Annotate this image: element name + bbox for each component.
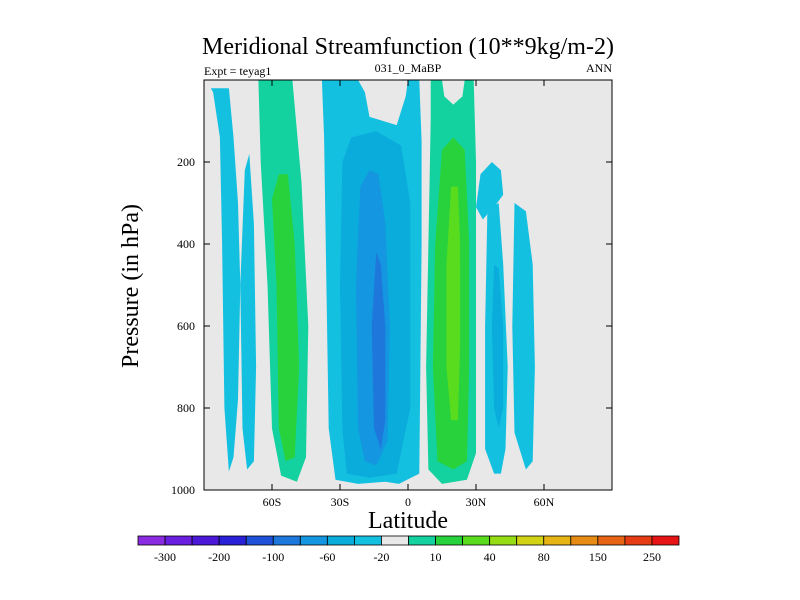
colorbar-label: 250 xyxy=(643,550,661,564)
chart-title: Meridional Streamfunction (10**9kg/m-2) xyxy=(202,34,614,60)
y-tick-label: 1000 xyxy=(171,483,195,497)
colorbar-label: 10 xyxy=(430,550,442,564)
x-tick-label: 30N xyxy=(466,495,487,509)
colorbar-swatch xyxy=(408,535,436,546)
colorbar-swatch xyxy=(570,535,599,546)
colorbar-swatch xyxy=(435,535,463,546)
colorbar-swatch xyxy=(164,535,193,546)
y-tick-label: 800 xyxy=(177,401,195,415)
y-tick-label: 200 xyxy=(177,155,195,169)
colorbar-swatch xyxy=(218,535,247,546)
x-tick-label: 0 xyxy=(405,495,411,509)
contour-nh-ferrel-cell-inner xyxy=(491,264,504,429)
y-axis-label: Pressure (in hPa) xyxy=(118,204,144,368)
contour-sh-polar-cell-inner xyxy=(240,153,257,470)
plot-area xyxy=(204,80,612,490)
colorbar-swatch xyxy=(624,535,653,546)
contour-sh-ferrel-cell-inner xyxy=(272,174,300,462)
chart-subtitle-left: Expt = teyag1 xyxy=(204,64,271,78)
chart-subtitle-right: ANN xyxy=(586,61,612,75)
colorbar-swatch xyxy=(489,535,518,546)
colorbar-swatch xyxy=(353,535,382,546)
chart-subtitle-center: 031_0_MaBP xyxy=(375,61,442,75)
contour-sh-hadley-cell-core xyxy=(371,252,386,449)
colorbar-label: -60 xyxy=(319,550,335,564)
colorbar-swatch xyxy=(516,535,545,546)
colorbar-swatch xyxy=(597,535,626,546)
colorbar-label: -100 xyxy=(262,550,284,564)
colorbar-swatch xyxy=(543,535,572,546)
contour-nh-hadley-cell-core xyxy=(446,186,461,421)
contour-sh-polar-cell-outer xyxy=(210,88,241,472)
colorbar-swatch xyxy=(651,535,680,546)
contour-nh-polar-cell-outer xyxy=(512,203,535,470)
colorbar-label: -300 xyxy=(154,550,176,564)
colorbar-swatch xyxy=(191,535,220,546)
colorbar-swatch xyxy=(326,535,355,546)
colorbar-swatch xyxy=(381,535,409,546)
colorbar: -300 -200 -100 -60 -20 10 40 80 150 250 xyxy=(137,535,680,564)
colorbar-swatch xyxy=(462,535,491,546)
axes: 60S 30S 0 30N 60N 200 400 600 800 1000 xyxy=(171,79,613,509)
y-tick-label: 600 xyxy=(177,319,195,333)
colorbar-label: -200 xyxy=(208,550,230,564)
y-tick-label: 400 xyxy=(177,237,195,251)
colorbar-swatch xyxy=(137,535,166,546)
colorbar-swatch xyxy=(272,535,301,546)
x-tick-label: 60S xyxy=(263,495,282,509)
colorbar-label: 150 xyxy=(589,550,607,564)
colorbar-label: 80 xyxy=(538,550,550,564)
colorbar-label: -20 xyxy=(373,550,389,564)
x-tick-label: 30S xyxy=(331,495,350,509)
colorbar-swatch xyxy=(245,535,274,546)
contour-nh-ferrel-cell-upper xyxy=(476,162,504,220)
colorbar-label: 40 xyxy=(484,550,496,564)
x-tick-label: 60N xyxy=(534,495,555,509)
x-axis-label: Latitude xyxy=(368,508,448,534)
colorbar-swatch xyxy=(299,535,328,546)
